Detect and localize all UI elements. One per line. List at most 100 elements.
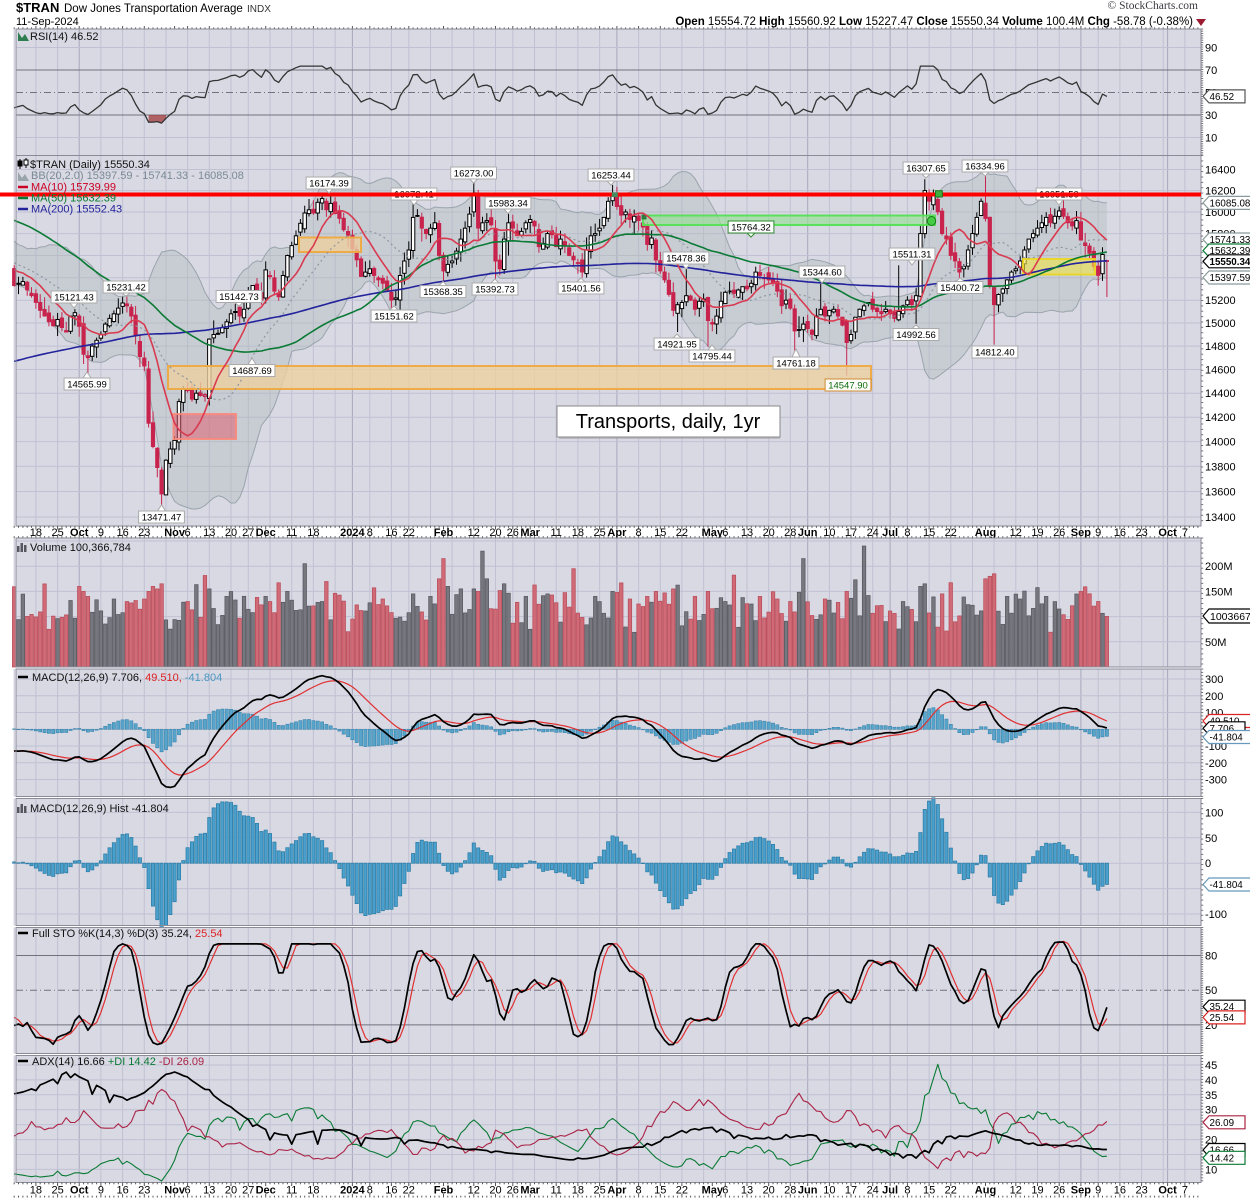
svg-text:6: 6 — [185, 1185, 191, 1197]
svg-text:11: 11 — [550, 1185, 561, 1197]
svg-text:18: 18 — [307, 1185, 319, 1197]
svg-text:-300: -300 — [1205, 775, 1227, 787]
svg-text:15401.56: 15401.56 — [561, 284, 601, 295]
svg-text:18: 18 — [307, 527, 319, 539]
svg-text:RSI(14) 46.52: RSI(14) 46.52 — [30, 31, 98, 43]
svg-text:14400: 14400 — [1205, 388, 1236, 400]
svg-text:45: 45 — [1205, 1060, 1217, 1072]
svg-text:ADX(14) 16.66 +DI 14.42 -DI 26: ADX(14) 16.66 +DI 14.42 -DI 26.09 — [32, 1056, 204, 1068]
svg-text:16200: 16200 — [1205, 186, 1236, 198]
svg-text:23: 23 — [1135, 527, 1147, 539]
svg-text:Sep: Sep — [1071, 527, 1091, 539]
svg-text:13: 13 — [741, 1185, 753, 1197]
svg-text:13600: 13600 — [1205, 487, 1236, 499]
svg-text:Transports, daily, 1yr: Transports, daily, 1yr — [576, 411, 761, 433]
svg-text:150M: 150M — [1205, 586, 1233, 598]
svg-text:46.52: 46.52 — [1210, 92, 1235, 103]
svg-text:10: 10 — [1205, 1164, 1217, 1176]
svg-text:8: 8 — [367, 1185, 373, 1197]
svg-text:7: 7 — [1182, 527, 1188, 539]
svg-text:$TRAN: $TRAN — [16, 0, 59, 15]
svg-text:11: 11 — [286, 527, 297, 539]
svg-text:15550.34: 15550.34 — [1210, 257, 1250, 268]
svg-text:50M: 50M — [1205, 637, 1226, 649]
svg-text:12: 12 — [468, 527, 480, 539]
svg-text:24: 24 — [867, 527, 879, 539]
svg-text:8: 8 — [367, 527, 373, 539]
svg-text:200: 200 — [1205, 691, 1223, 703]
svg-text:22: 22 — [676, 527, 688, 539]
svg-text:13: 13 — [741, 527, 753, 539]
svg-text:15741.33: 15741.33 — [1210, 235, 1250, 246]
svg-text:2024: 2024 — [340, 527, 365, 539]
svg-text:35.24: 35.24 — [1210, 1002, 1235, 1013]
svg-text:30: 30 — [1205, 1105, 1217, 1117]
svg-text:Nov: Nov — [164, 527, 186, 539]
svg-text:27: 27 — [242, 527, 254, 539]
svg-text:90: 90 — [1205, 43, 1217, 55]
svg-text:18: 18 — [572, 1185, 584, 1197]
svg-text:15: 15 — [923, 1185, 935, 1197]
svg-text:23: 23 — [138, 1185, 150, 1197]
svg-text:May: May — [702, 1185, 724, 1197]
svg-text:-100: -100 — [1205, 909, 1227, 921]
svg-text:12: 12 — [468, 1185, 480, 1197]
svg-text:Oct: Oct — [1158, 1185, 1177, 1197]
svg-text:6: 6 — [722, 1185, 728, 1197]
svg-text:Feb: Feb — [434, 1185, 454, 1197]
svg-text:8: 8 — [636, 527, 642, 539]
svg-text:22: 22 — [945, 527, 957, 539]
svg-text:8: 8 — [636, 1185, 642, 1197]
svg-text:26: 26 — [1053, 1185, 1065, 1197]
svg-text:16085.08: 16085.08 — [1210, 198, 1250, 209]
svg-text:11: 11 — [286, 1185, 297, 1197]
svg-text:18: 18 — [572, 527, 584, 539]
svg-text:24: 24 — [867, 1185, 879, 1197]
svg-text:MACD(12,26,9) Hist -41.804: MACD(12,26,9) Hist -41.804 — [30, 803, 169, 815]
svg-text:16: 16 — [1114, 1185, 1126, 1197]
svg-text:15344.60: 15344.60 — [802, 268, 842, 279]
svg-text:Apr: Apr — [607, 527, 627, 539]
svg-text:14992.56: 14992.56 — [896, 330, 936, 341]
svg-text:25: 25 — [51, 1185, 63, 1197]
svg-text:19: 19 — [1031, 1185, 1043, 1197]
svg-text:8: 8 — [904, 1185, 910, 1197]
svg-text:13: 13 — [203, 1185, 215, 1197]
svg-text:Full STO %K(14,3) %D(3) 35.24,: Full STO %K(14,3) %D(3) 35.24, 25.54 — [32, 928, 223, 940]
svg-text:MACD(12,26,9) 7.706, 49.510, -: MACD(12,26,9) 7.706, 49.510, -41.804 — [32, 672, 222, 684]
svg-text:Dow Jones Transportation Avera: Dow Jones Transportation Average — [64, 3, 243, 15]
svg-text:50: 50 — [1205, 985, 1217, 997]
svg-text:22: 22 — [676, 1185, 688, 1197]
svg-text:-41.804: -41.804 — [1210, 733, 1244, 744]
svg-text:26.09: 26.09 — [1210, 1118, 1235, 1129]
svg-text:0: 0 — [1205, 858, 1211, 870]
svg-text:14547.90: 14547.90 — [828, 381, 868, 392]
svg-text:15511.31: 15511.31 — [893, 250, 932, 261]
svg-text:80: 80 — [1205, 951, 1217, 963]
svg-text:16: 16 — [1114, 527, 1126, 539]
svg-text:300: 300 — [1205, 674, 1223, 686]
svg-text:22: 22 — [403, 1185, 415, 1197]
svg-text:15632.39: 15632.39 — [1210, 246, 1250, 257]
svg-text:Jul: Jul — [882, 1185, 898, 1197]
svg-text:14565.99: 14565.99 — [67, 380, 107, 391]
svg-text:MA(10) 15739.99: MA(10) 15739.99 — [31, 182, 116, 194]
svg-text:15: 15 — [654, 1185, 666, 1197]
svg-text:Feb: Feb — [434, 527, 454, 539]
svg-text:20: 20 — [225, 1185, 237, 1197]
svg-text:15400.72: 15400.72 — [940, 283, 980, 294]
svg-text:Mar: Mar — [520, 527, 540, 539]
svg-text:14795.44: 14795.44 — [692, 352, 732, 363]
svg-text:15: 15 — [654, 527, 666, 539]
svg-text:Dec: Dec — [256, 527, 276, 539]
svg-text:11: 11 — [550, 527, 561, 539]
svg-text:9: 9 — [1095, 1185, 1101, 1197]
svg-text:28: 28 — [784, 1185, 796, 1197]
svg-text:Sep: Sep — [1071, 1185, 1091, 1197]
svg-text:7: 7 — [1182, 1185, 1188, 1197]
svg-text:70: 70 — [1205, 65, 1217, 77]
svg-text:15478.36: 15478.36 — [666, 254, 706, 265]
svg-text:23: 23 — [138, 527, 150, 539]
svg-text:10: 10 — [823, 527, 835, 539]
svg-text:40: 40 — [1205, 1075, 1217, 1087]
